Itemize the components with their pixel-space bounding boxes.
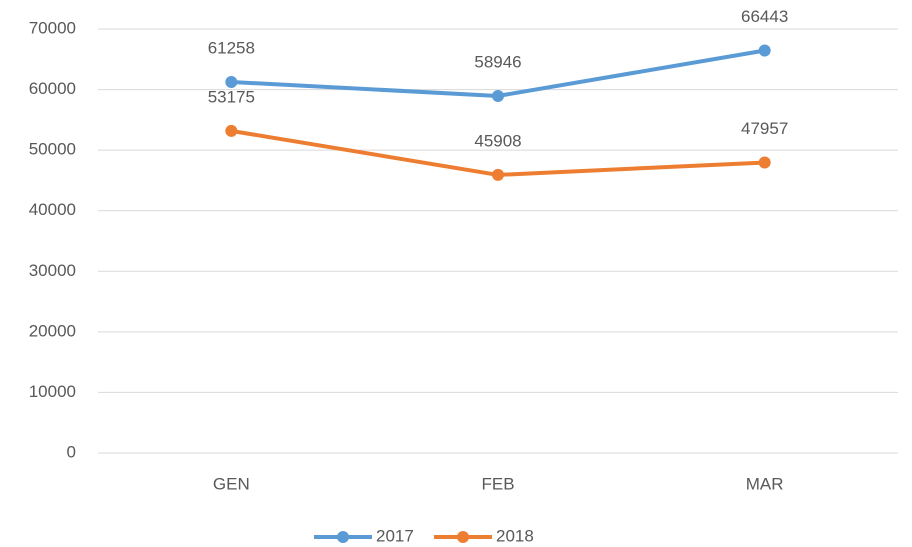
data-point	[758, 156, 771, 169]
legend-marker	[337, 531, 349, 543]
y-tick-label: 40000	[29, 200, 76, 219]
data-label: 53175	[208, 87, 255, 106]
x-tick-label: FEB	[481, 474, 514, 493]
data-point	[225, 75, 238, 88]
data-point	[758, 44, 771, 57]
y-tick-label: 30000	[29, 261, 76, 280]
x-tick-label: GEN	[213, 474, 250, 493]
y-tick-label: 60000	[29, 79, 76, 98]
data-label: 66443	[741, 7, 788, 26]
data-point	[492, 89, 504, 102]
data-label: 58946	[474, 52, 521, 71]
y-tick-label: 50000	[29, 140, 76, 159]
data-point	[225, 124, 238, 137]
y-tick-label: 20000	[29, 321, 76, 340]
data-label: 45908	[474, 131, 521, 150]
legend-marker	[457, 531, 469, 543]
data-point	[492, 168, 504, 181]
legend-label: 2017	[376, 526, 414, 545]
data-label: 61258	[208, 38, 255, 57]
x-tick-label: MAR	[746, 474, 784, 493]
y-tick-label: 0	[67, 442, 76, 461]
y-tick-label: 10000	[29, 382, 76, 401]
y-tick-label: 70000	[29, 18, 76, 37]
legend-label: 2018	[496, 526, 534, 545]
data-label: 47957	[741, 119, 788, 138]
